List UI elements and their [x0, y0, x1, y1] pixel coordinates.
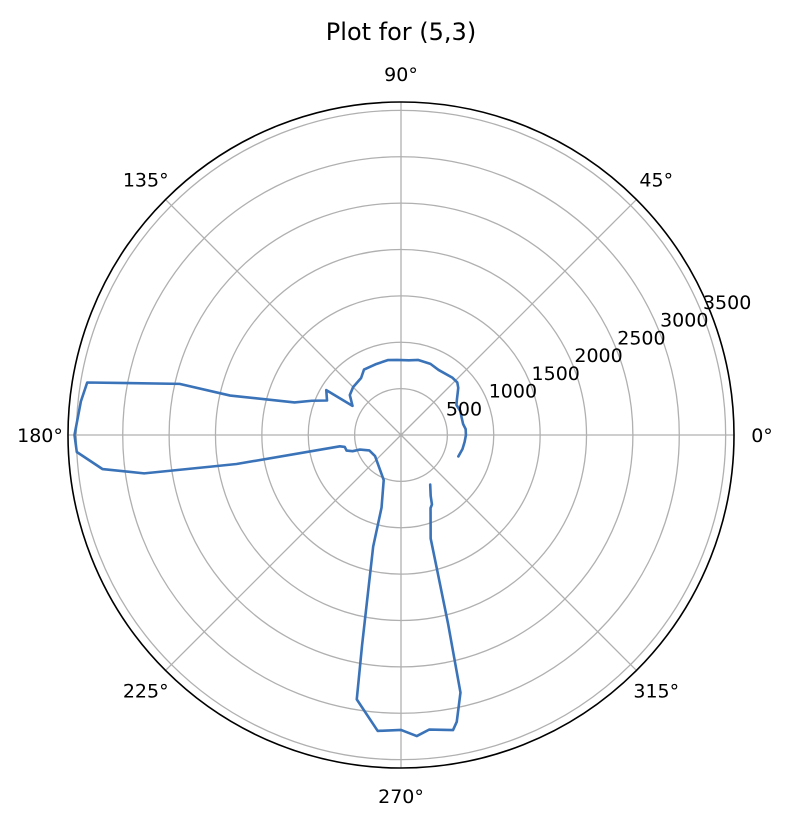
angular-grid-line: [400, 199, 637, 436]
angle-tick-labels: 0° 45° 90° 135° 180° 225° 270° 315°: [17, 64, 773, 808]
angle-tick-label: 315°: [633, 680, 679, 702]
polar-frame: [67, 101, 735, 769]
radial-tick-label: 2500: [617, 327, 665, 349]
angular-grid-line: [165, 434, 402, 671]
radial-tick-label: 1500: [532, 363, 580, 385]
radial-tick-label: 2000: [574, 345, 622, 367]
radial-tick-label: 1000: [489, 381, 537, 403]
angle-tick-label: 0°: [751, 425, 773, 447]
angle-tick-label: 135°: [123, 170, 169, 192]
angle-tick-label: 90°: [384, 64, 418, 86]
series-layer: [73, 358, 468, 738]
radial-tick-label: 3500: [703, 292, 751, 314]
radial-tick-label: 3000: [660, 310, 708, 332]
angular-grid-line: [165, 199, 402, 436]
angle-tick-label: 45°: [639, 170, 673, 192]
angular-grid-line: [400, 434, 637, 671]
polar-grid: [68, 102, 734, 768]
angle-tick-label: 180°: [17, 425, 63, 447]
angle-tick-label: 225°: [123, 680, 169, 702]
chart-title: Plot for (5,3): [326, 18, 476, 46]
polar-outer-circle: [67, 101, 735, 769]
radial-tick-label: 500: [446, 398, 482, 420]
series-line: [73, 358, 468, 738]
angle-tick-label: 270°: [378, 786, 424, 808]
